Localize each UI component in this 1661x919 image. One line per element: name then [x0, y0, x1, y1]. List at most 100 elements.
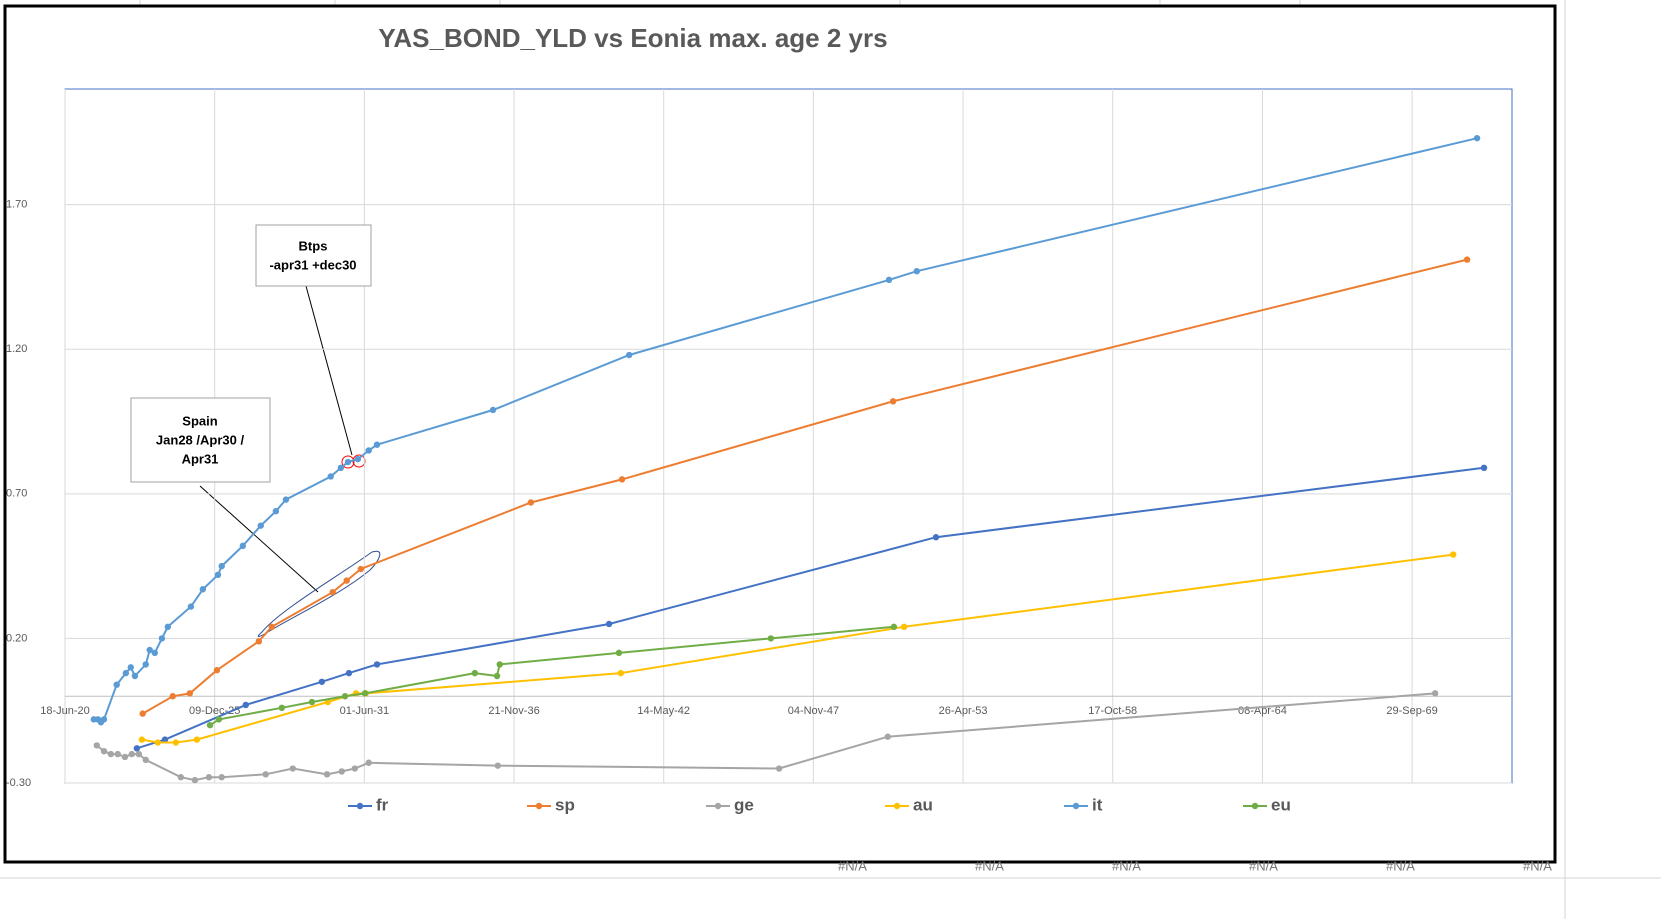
data-point — [278, 704, 286, 712]
data-point — [323, 771, 331, 778]
data-point — [493, 672, 501, 680]
data-point — [214, 571, 222, 578]
data-point — [775, 765, 783, 772]
sheet-cell: #N/A — [1386, 858, 1415, 873]
legend-label: eu — [1271, 795, 1291, 814]
data-point — [213, 667, 221, 674]
data-point — [113, 681, 120, 688]
series-line — [209, 625, 894, 727]
legend-marker — [356, 802, 364, 810]
data-point — [338, 768, 345, 775]
data-point — [206, 721, 214, 729]
legend-label: fr — [376, 795, 389, 814]
plot: -0.30 0.20 0.70 1.20 1.70 18-Jun-20 09-Dec-25 0… — [6, 89, 1512, 789]
y-tick-label: 1.70 — [6, 199, 27, 211]
sheet-cell: #N/A — [1112, 858, 1141, 873]
data-point — [177, 774, 185, 781]
x-tick-label: 01-Jun-31 — [340, 705, 390, 717]
y-tick-label: 0.20 — [6, 632, 27, 644]
data-point — [527, 499, 535, 506]
data-point — [351, 765, 359, 772]
data-point — [215, 716, 223, 723]
data-point — [218, 774, 225, 781]
legend-label: it — [1092, 795, 1103, 814]
sheet-cells: #N/A #N/A #N/A #N/A #N/A #N/A — [838, 858, 1552, 873]
data-point — [913, 267, 921, 275]
data-point — [142, 661, 149, 668]
data-point — [889, 398, 897, 405]
x-tick-label: 09-Dec-25 — [189, 705, 240, 717]
data-point — [161, 736, 169, 743]
data-point — [617, 669, 625, 677]
data-point — [1473, 134, 1481, 142]
data-point — [121, 753, 129, 761]
annotation-text: Btps — [299, 238, 328, 253]
data-point — [489, 406, 497, 414]
data-point — [626, 351, 633, 359]
legend-label: au — [913, 795, 933, 814]
data-point — [289, 765, 297, 772]
data-point — [341, 693, 349, 700]
data-point — [100, 716, 108, 723]
data-point — [138, 736, 146, 743]
series-line — [96, 692, 1436, 782]
x-tick-label: 18-Jun-20 — [40, 705, 90, 717]
data-point — [494, 762, 501, 769]
annotation-box — [130, 397, 271, 483]
data-point — [172, 739, 180, 746]
data-point — [93, 742, 101, 749]
data-point — [107, 750, 115, 758]
data-point — [615, 649, 623, 657]
data-point — [139, 710, 146, 717]
data-point — [239, 542, 247, 550]
data-point — [187, 603, 195, 610]
data-point — [337, 464, 345, 472]
data-point — [193, 736, 201, 743]
data-point — [282, 496, 290, 503]
data-point — [151, 649, 159, 657]
data-point — [357, 565, 365, 573]
data-point — [205, 774, 213, 781]
data-point — [255, 638, 263, 645]
sheet-cell: #N/A — [1523, 858, 1552, 873]
data-point — [191, 776, 199, 784]
data-point — [268, 623, 275, 631]
data-point — [135, 750, 143, 758]
data-point — [262, 771, 269, 778]
legend-marker — [1251, 802, 1259, 810]
data-point — [890, 623, 898, 631]
data-point — [344, 458, 352, 466]
data-point — [365, 759, 372, 766]
x-tick-label: 29-Sep-69 — [1386, 705, 1437, 717]
legend-marker — [535, 802, 543, 810]
data-point — [272, 507, 280, 515]
data-point — [618, 476, 626, 483]
data-point — [327, 473, 334, 480]
x-tick-label: 26-Apr-53 — [939, 705, 988, 717]
data-point — [1463, 256, 1471, 263]
data-point — [100, 747, 108, 755]
data-point — [373, 661, 381, 668]
data-point — [128, 750, 136, 758]
data-point — [343, 577, 350, 584]
data-point — [329, 588, 336, 596]
legend-marker — [1072, 802, 1080, 810]
sheet-cell: #N/A — [975, 858, 1004, 873]
y-tick-label: -0.30 — [6, 777, 31, 789]
annotation-text: -apr31 +dec30 — [269, 257, 356, 272]
annotation-text: Spain — [182, 413, 217, 428]
data-point — [471, 669, 479, 677]
data-point — [114, 750, 121, 758]
data-point — [127, 664, 134, 671]
y-tick-label: 1.20 — [6, 343, 27, 355]
legend-label: sp — [555, 795, 575, 814]
data-point — [605, 620, 613, 628]
data-point — [158, 635, 166, 642]
data-point — [496, 661, 503, 668]
legend-label: ge — [734, 795, 754, 814]
data-point — [354, 455, 362, 463]
data-point — [133, 745, 141, 752]
annotation-box — [255, 224, 372, 287]
